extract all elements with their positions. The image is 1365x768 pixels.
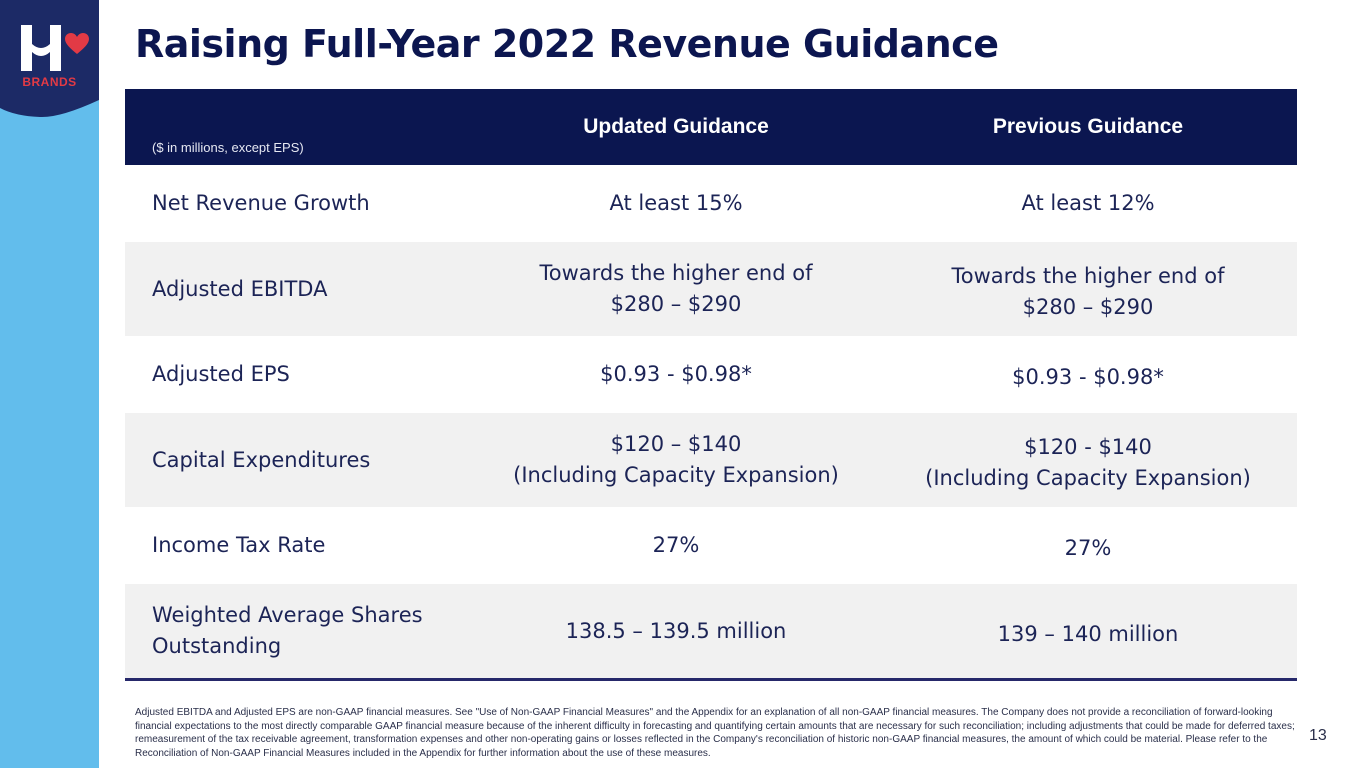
previous-value-text: At least 12% [1021, 191, 1155, 215]
row-label: Adjusted EPS [125, 359, 470, 390]
previous-value: $0.93 - $0.98* [882, 362, 1294, 393]
row-label-text: Adjusted EPS [152, 362, 290, 386]
previous-value-line-1: Towards the higher end of [951, 264, 1225, 288]
column-header-updated: Updated Guidance [583, 115, 769, 138]
previous-value: Towards the higher end of $280 – $290 [882, 261, 1294, 323]
row-label: Net Revenue Growth [125, 188, 470, 219]
row-label-text: Capital Expenditures [152, 447, 371, 472]
updated-value-line-2: $280 – $290 [610, 292, 742, 316]
side-accent-bar [0, 0, 99, 768]
updated-value: Towards the higher end of $280 – $290 [470, 258, 882, 320]
row-label: Income Tax Rate [125, 530, 470, 561]
updated-value-line-1: $120 – $140 [610, 432, 742, 456]
table-bottom-rule [125, 678, 1297, 681]
table-row-adjusted-ebitda: Adjusted EBITDA Towards the higher end o… [125, 242, 1297, 336]
updated-value-line-2: (Including Capacity Expansion) [513, 463, 839, 487]
previous-value-line-2: (Including Capacity Expansion) [925, 466, 1251, 490]
previous-value-text: 139 – 140 million [997, 621, 1179, 646]
updated-value-text: 27% [652, 533, 700, 557]
row-label-text: Net Revenue Growth [152, 191, 370, 215]
previous-value-text: $0.93 - $0.98* [1012, 365, 1164, 389]
page-number: 13 [1309, 727, 1327, 744]
row-label-line-1: Weighted Average [152, 603, 345, 627]
updated-value: $0.93 - $0.98* [470, 359, 882, 390]
row-label: Capital Expenditures [125, 445, 470, 476]
units-note: ($ in millions, except EPS) [152, 140, 304, 155]
guidance-table: ($ in millions, except EPS) Updated Guid… [125, 89, 1297, 681]
column-header-previous: Previous Guidance [992, 115, 1184, 138]
row-label-text: Income Tax Rate [152, 533, 326, 557]
table-row-income-tax-rate: Income Tax Rate 27% 27% [125, 507, 1297, 584]
table-row-adjusted-eps: Adjusted EPS $0.93 - $0.98* $0.93 - $0.9… [125, 336, 1297, 413]
updated-value: $120 – $140 (Including Capacity Expansio… [470, 429, 882, 491]
row-label: Adjusted EBITDA [125, 274, 470, 305]
brand-logo: BRANDS [0, 0, 99, 118]
previous-value: $120 - $140 (Including Capacity Expansio… [882, 432, 1294, 494]
table-row-net-revenue-growth: Net Revenue Growth At least 15% At least… [125, 165, 1297, 242]
row-label-text: Adjusted EBITDA [152, 276, 328, 301]
table-row-capital-expenditures: Capital Expenditures $120 – $140 (Includ… [125, 413, 1297, 507]
logo-h-letter [21, 25, 61, 71]
previous-value-text: 27% [1064, 536, 1112, 560]
footnote: Adjusted EBITDA and Adjusted EPS are non… [135, 707, 1295, 759]
previous-value: 27% [882, 533, 1294, 564]
updated-value-line-1: Towards the higher end of [539, 261, 813, 285]
row-label-line-2: Shares Outstanding [152, 603, 423, 658]
previous-value-line-1: $120 - $140 [1024, 435, 1152, 459]
updated-value-text: 138.5 – 139.5 million [565, 618, 787, 643]
updated-value: 27% [470, 530, 882, 561]
page-title: Raising Full-Year 2022 Revenue Guidance [135, 22, 999, 66]
table-row-weighted-average-shares: Weighted Average Shares Outstanding 138.… [125, 584, 1297, 678]
updated-value: At least 15% [470, 188, 882, 219]
previous-value: At least 12% [882, 188, 1294, 219]
table-header: ($ in millions, except EPS) Updated Guid… [125, 89, 1297, 165]
logo-brands-text: BRANDS [22, 75, 77, 89]
updated-value-text: At least 15% [609, 191, 743, 215]
heart-icon [65, 33, 89, 54]
row-label: Weighted Average Shares Outstanding [125, 600, 470, 662]
updated-value: 138.5 – 139.5 million [470, 616, 882, 647]
logo-tab-shape [0, 0, 99, 118]
updated-value-text: $0.93 - $0.98* [600, 362, 752, 386]
previous-value-line-2: $280 – $290 [1022, 295, 1154, 319]
previous-value: 139 – 140 million [882, 619, 1294, 650]
